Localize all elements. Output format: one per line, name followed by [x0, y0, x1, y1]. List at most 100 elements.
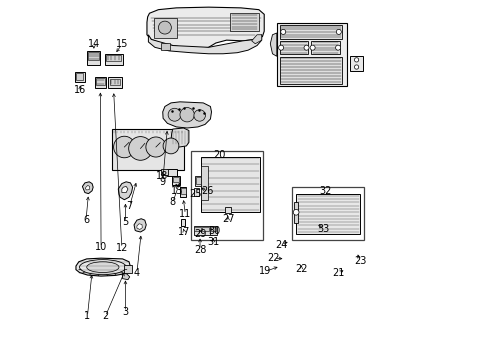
Bar	[104, 54, 122, 64]
Bar	[180, 187, 186, 197]
Bar	[279, 41, 308, 54]
Text: 3: 3	[122, 307, 128, 317]
Text: 17: 17	[178, 227, 190, 237]
Circle shape	[335, 45, 340, 50]
Circle shape	[336, 30, 341, 35]
Polygon shape	[85, 185, 89, 190]
Bar	[349, 56, 362, 71]
Bar	[167, 168, 177, 176]
Polygon shape	[147, 7, 264, 49]
Circle shape	[280, 30, 285, 35]
Bar	[195, 176, 202, 186]
Polygon shape	[270, 33, 276, 56]
Bar	[180, 219, 184, 226]
Bar	[161, 43, 170, 50]
Text: 18: 18	[156, 171, 168, 181]
Bar	[173, 177, 179, 182]
Text: 6: 6	[83, 215, 89, 225]
Text: 9: 9	[160, 177, 165, 187]
Polygon shape	[122, 186, 128, 193]
Text: 2: 2	[102, 311, 108, 321]
Bar	[109, 79, 120, 85]
Bar	[96, 78, 104, 85]
Text: 28: 28	[193, 245, 206, 255]
Text: 16: 16	[74, 85, 86, 95]
Polygon shape	[163, 102, 211, 128]
Bar	[193, 226, 212, 235]
Text: 26: 26	[202, 186, 214, 197]
Bar	[161, 169, 167, 175]
Bar	[279, 25, 342, 39]
Bar	[88, 52, 99, 60]
Bar	[112, 129, 183, 170]
Circle shape	[278, 45, 283, 50]
Bar	[180, 188, 185, 194]
Text: 29: 29	[194, 229, 206, 239]
Text: 31: 31	[207, 237, 219, 247]
Circle shape	[293, 210, 298, 215]
Text: 23: 23	[353, 256, 366, 266]
Bar	[193, 188, 199, 196]
Bar	[276, 23, 346, 86]
Bar	[201, 166, 207, 201]
Bar	[224, 207, 231, 213]
Bar	[201, 157, 260, 212]
Text: 27: 27	[221, 215, 234, 224]
Text: 25: 25	[188, 189, 201, 199]
Text: 15: 15	[116, 40, 128, 49]
Circle shape	[168, 108, 181, 121]
Circle shape	[158, 21, 171, 34]
Text: 8: 8	[169, 197, 176, 207]
Text: 32: 32	[318, 186, 331, 196]
Text: 33: 33	[317, 225, 329, 234]
Text: 13: 13	[171, 186, 183, 197]
Bar	[106, 55, 121, 60]
Bar	[196, 177, 201, 184]
Text: 4: 4	[134, 267, 140, 278]
Bar	[172, 176, 180, 185]
Text: 1: 1	[84, 311, 90, 321]
Circle shape	[194, 110, 205, 121]
Text: 14: 14	[87, 40, 100, 49]
Text: 12: 12	[116, 243, 128, 253]
Text: 22: 22	[294, 264, 307, 274]
Circle shape	[163, 138, 179, 154]
Bar	[75, 72, 85, 82]
Polygon shape	[76, 258, 130, 276]
Circle shape	[304, 45, 308, 50]
Polygon shape	[118, 182, 132, 200]
Circle shape	[309, 45, 314, 50]
Bar	[94, 77, 106, 88]
Bar	[154, 18, 177, 38]
Bar	[194, 227, 201, 231]
Bar	[293, 202, 298, 223]
Text: 22: 22	[267, 253, 280, 263]
Circle shape	[145, 137, 165, 157]
Text: 30: 30	[208, 226, 220, 236]
Text: 5: 5	[122, 217, 128, 227]
Polygon shape	[148, 35, 261, 54]
Bar	[124, 265, 131, 273]
Polygon shape	[251, 35, 261, 44]
Bar	[291, 187, 363, 240]
Text: 21: 21	[331, 268, 344, 278]
Bar	[230, 13, 258, 31]
Ellipse shape	[86, 262, 119, 273]
Text: 10: 10	[95, 242, 107, 252]
Polygon shape	[134, 219, 146, 232]
Bar	[202, 227, 208, 231]
Bar	[210, 226, 216, 235]
Polygon shape	[137, 224, 142, 229]
Bar	[86, 51, 100, 65]
Bar	[279, 57, 342, 84]
Text: 20: 20	[213, 150, 225, 160]
Circle shape	[128, 136, 152, 160]
Circle shape	[354, 65, 358, 69]
Bar	[108, 77, 122, 88]
Bar	[191, 150, 263, 240]
Text: 7: 7	[126, 201, 133, 211]
Polygon shape	[82, 182, 93, 194]
Text: 19: 19	[259, 266, 271, 276]
Circle shape	[354, 58, 358, 62]
Bar	[296, 194, 360, 234]
